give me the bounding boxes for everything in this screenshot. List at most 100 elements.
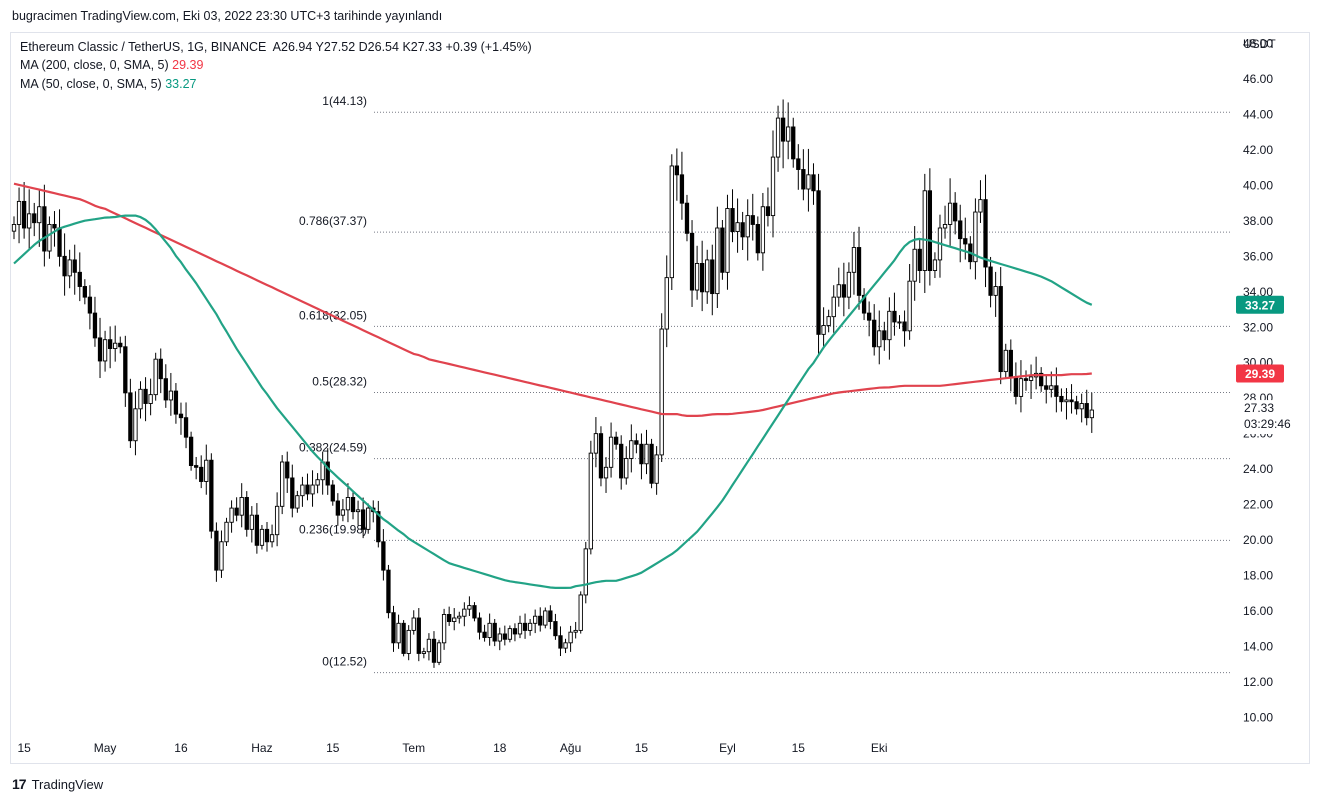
candle-body bbox=[725, 208, 730, 273]
candle bbox=[254, 503, 260, 554]
candle bbox=[983, 174, 988, 288]
candle bbox=[21, 182, 27, 239]
legend-low: D26.54 bbox=[358, 40, 399, 54]
candle-body bbox=[82, 286, 87, 298]
candle bbox=[335, 493, 340, 526]
candle bbox=[396, 614, 401, 649]
candle-body bbox=[72, 259, 77, 273]
candle bbox=[568, 625, 573, 652]
candle bbox=[472, 602, 477, 622]
candle bbox=[118, 336, 123, 354]
candle-body bbox=[168, 390, 174, 401]
candle bbox=[264, 522, 270, 552]
tradingview-logo[interactable]: 17 TradingView bbox=[12, 776, 103, 792]
candle bbox=[421, 647, 427, 659]
candle-body bbox=[178, 413, 184, 419]
candle-body bbox=[548, 610, 553, 622]
candle bbox=[543, 607, 548, 629]
candle bbox=[953, 192, 958, 235]
candle-body bbox=[285, 461, 290, 479]
candle bbox=[345, 483, 351, 523]
legend-ma50-label: MA (50, close, 0, SMA, 5) bbox=[20, 77, 162, 91]
candle-body bbox=[143, 388, 148, 404]
candle-body bbox=[700, 263, 705, 293]
candle bbox=[320, 451, 325, 495]
candle-body bbox=[497, 633, 502, 642]
candle bbox=[315, 473, 320, 494]
candle bbox=[872, 304, 877, 356]
legend-symbol[interactable]: Ethereum Classic / TetherUS, 1G, BINANCE bbox=[20, 40, 267, 54]
candle bbox=[861, 288, 867, 321]
candle-body bbox=[107, 339, 113, 349]
candle-body bbox=[517, 622, 523, 635]
y-tick-label: 12.00 bbox=[1243, 675, 1273, 689]
candle-body bbox=[502, 633, 507, 640]
candle bbox=[538, 607, 543, 632]
candle-body bbox=[882, 330, 887, 341]
candle-body bbox=[836, 284, 841, 298]
candle-body bbox=[983, 199, 988, 268]
candle bbox=[851, 231, 857, 295]
candle bbox=[482, 624, 487, 642]
fib-level-label: 0.382(24.59) bbox=[299, 441, 367, 455]
candle bbox=[973, 198, 978, 280]
candle-body bbox=[406, 629, 411, 654]
candle bbox=[355, 500, 361, 526]
y-tick-label: 44.00 bbox=[1243, 108, 1273, 122]
candle-body bbox=[1079, 403, 1084, 410]
tradingview-logo-text: TradingView bbox=[31, 776, 104, 792]
candle bbox=[285, 451, 290, 493]
legend-ma50-value: 33.27 bbox=[165, 77, 197, 91]
candle-body bbox=[603, 466, 609, 479]
candle bbox=[32, 202, 37, 237]
candle-body bbox=[538, 615, 543, 626]
candle bbox=[259, 524, 265, 550]
candle bbox=[629, 424, 634, 473]
candle bbox=[507, 625, 513, 643]
candle bbox=[654, 446, 659, 495]
published-caption: bugracimen TradingView.com, Eki 03, 2022… bbox=[12, 9, 443, 23]
candle bbox=[325, 448, 330, 495]
candle bbox=[1064, 388, 1069, 420]
candle bbox=[902, 310, 907, 347]
candle bbox=[173, 383, 179, 424]
candle bbox=[1008, 339, 1013, 392]
fib-retracement: 1(44.13)0.786(37.37)0.618(32.05)0.5(28.3… bbox=[299, 94, 1232, 674]
candle bbox=[689, 220, 695, 307]
candle-body bbox=[401, 622, 406, 654]
candle-body bbox=[593, 433, 599, 454]
candle-body bbox=[608, 436, 614, 468]
candle-body bbox=[947, 202, 953, 225]
candle-body bbox=[715, 227, 720, 295]
candle-body bbox=[97, 337, 103, 362]
candle-body bbox=[613, 436, 619, 445]
candle bbox=[613, 431, 619, 450]
candle-body bbox=[16, 200, 22, 225]
candle-body bbox=[396, 622, 401, 644]
candle bbox=[730, 189, 735, 243]
y-tick-label: 20.00 bbox=[1243, 533, 1273, 547]
candle bbox=[153, 352, 158, 401]
candle-body bbox=[1049, 385, 1054, 390]
legend-ma50-row[interactable]: MA (50, close, 0, SMA, 5) 33.27 bbox=[20, 77, 196, 91]
candle bbox=[573, 621, 578, 639]
candle-body bbox=[102, 339, 108, 362]
candle bbox=[219, 530, 224, 578]
candle bbox=[836, 267, 841, 307]
y-tick-label: 22.00 bbox=[1243, 498, 1273, 512]
candle-body bbox=[674, 165, 680, 176]
candle-body bbox=[47, 224, 52, 252]
candle-body bbox=[958, 220, 963, 240]
candle bbox=[72, 244, 77, 295]
candle bbox=[340, 499, 346, 522]
candle bbox=[37, 190, 42, 247]
candle bbox=[750, 193, 755, 241]
candle bbox=[138, 381, 143, 419]
candle-body bbox=[123, 346, 128, 394]
legend-ma200-row[interactable]: MA (200, close, 0, SMA, 5) 29.39 bbox=[20, 58, 203, 72]
candle bbox=[441, 608, 447, 650]
candle bbox=[1003, 343, 1008, 378]
candle-body bbox=[846, 271, 852, 298]
candle bbox=[16, 187, 22, 244]
